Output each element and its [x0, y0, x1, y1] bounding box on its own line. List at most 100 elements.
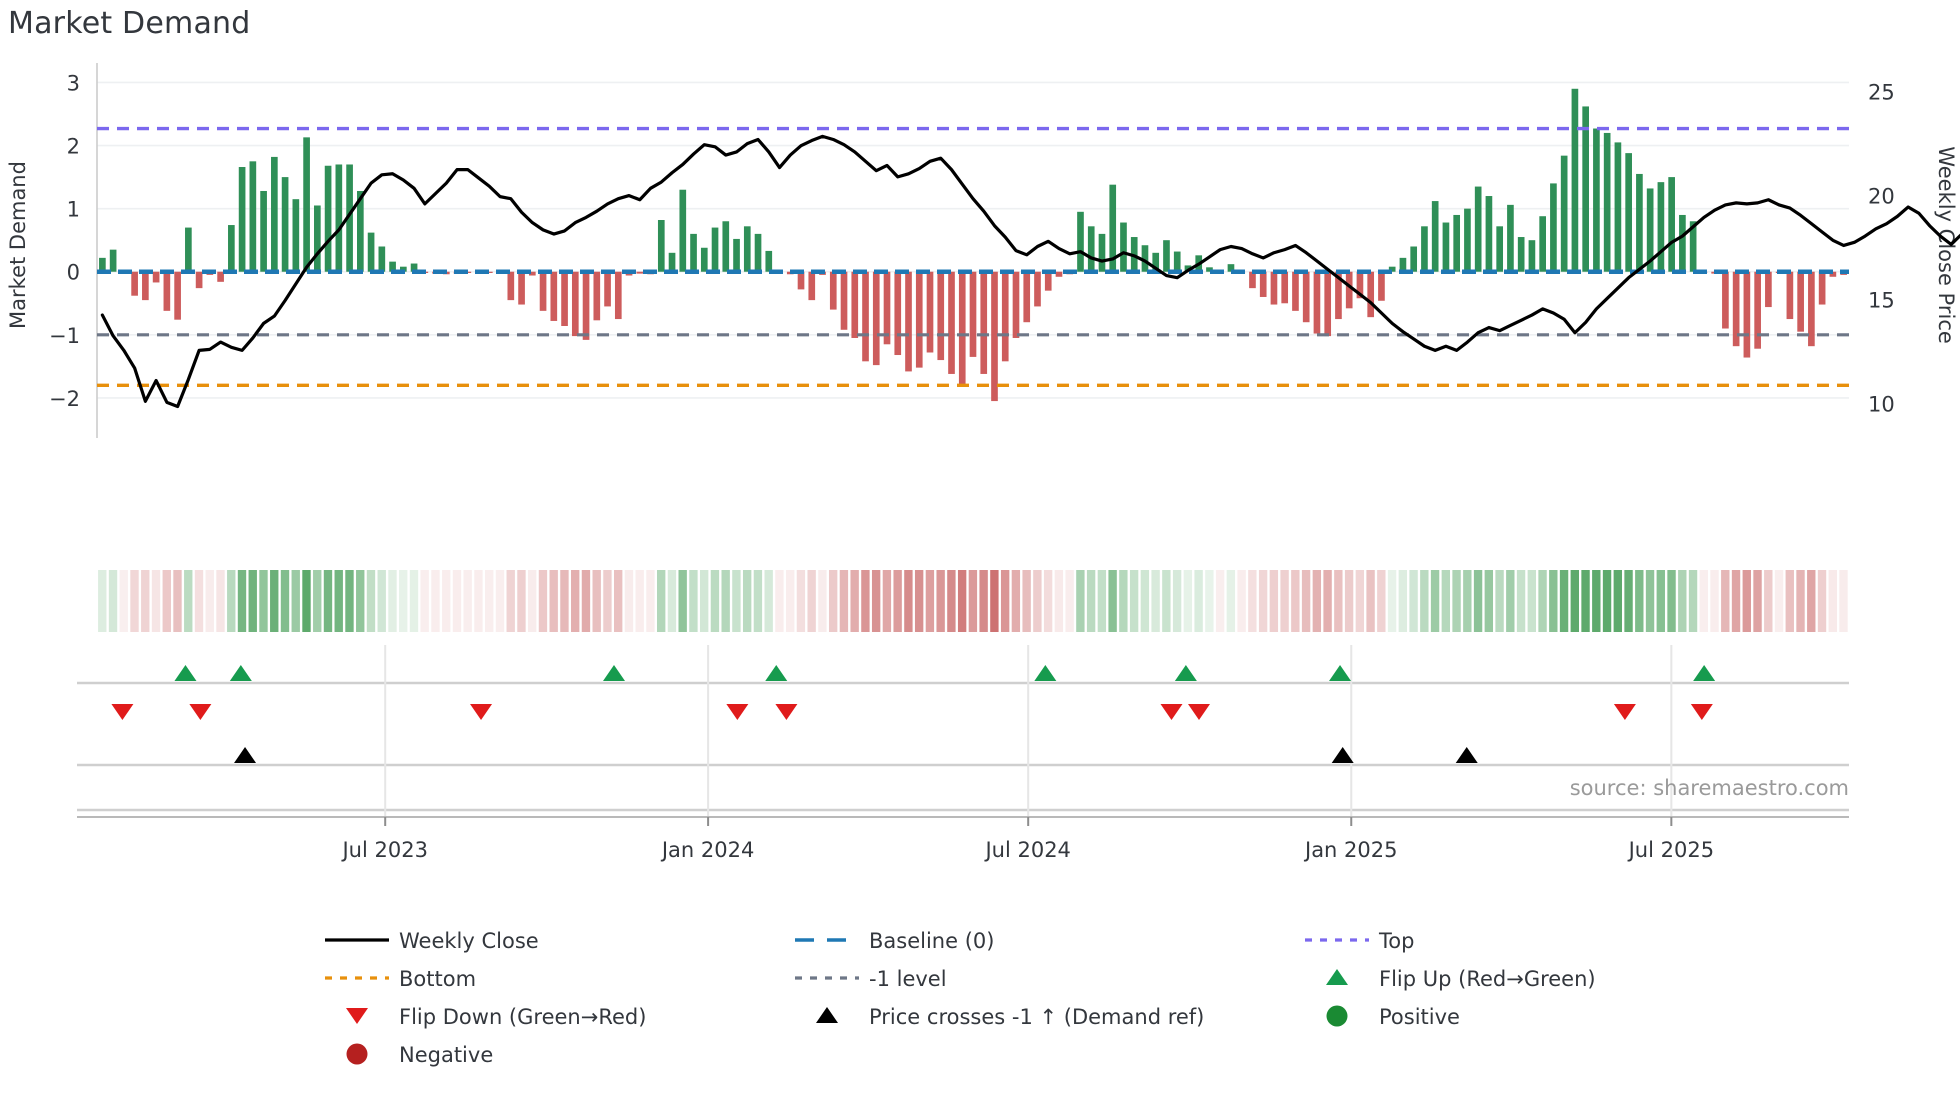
heatmap-cell: [98, 570, 107, 632]
flip-down-marker[interactable]: [111, 704, 134, 720]
flip-up-marker[interactable]: [603, 665, 626, 681]
flip-up-marker[interactable]: [1034, 665, 1057, 681]
heatmap-cell: [1785, 570, 1794, 632]
heatmap-cell: [151, 570, 161, 632]
demand-bar: [1453, 214, 1461, 272]
heatmap-cell: [356, 570, 365, 632]
y-axis-right-tick-label: 10: [1868, 392, 1895, 416]
legend-label: Flip Up (Red→Green): [1379, 967, 1596, 991]
heatmap-cell: [1667, 570, 1676, 632]
heatmap-cell: [420, 570, 429, 632]
demand-bar: [905, 271, 912, 372]
heatmap-cell: [1269, 570, 1279, 632]
price-cross-up-marker[interactable]: [234, 747, 257, 763]
heatmap-cell: [1559, 570, 1569, 632]
flip-up-marker[interactable]: [765, 665, 788, 681]
demand-bar: [1765, 271, 1772, 308]
flip-down-marker[interactable]: [189, 704, 212, 720]
legend-triangle-down-icon: [346, 1008, 368, 1024]
y-axis-left-tick-label: −2: [49, 387, 80, 411]
heatmap-cell: [227, 570, 236, 632]
demand-bar: [808, 271, 816, 301]
heatmap-cell: [1495, 570, 1504, 632]
demand-bar: [550, 271, 558, 321]
demand-bar: [872, 271, 880, 366]
heatmap-cell: [388, 570, 397, 632]
demand-bar: [1829, 271, 1837, 277]
heatmap-cell: [1043, 570, 1053, 632]
flip-down-marker[interactable]: [726, 704, 749, 720]
heatmap-cell: [216, 570, 225, 632]
demand-bar: [722, 221, 730, 272]
legend-item[interactable]: Negative: [346, 1043, 494, 1067]
heatmap-cell: [1430, 570, 1440, 632]
heatmap-cell: [1613, 570, 1622, 632]
price-cross-up-marker[interactable]: [1455, 747, 1478, 763]
legend-item[interactable]: Top: [1305, 929, 1414, 953]
flip-down-marker[interactable]: [1613, 704, 1636, 720]
flip-up-marker[interactable]: [1693, 665, 1716, 681]
legend-item[interactable]: Positive: [1326, 1005, 1460, 1029]
heatmap-cell: [1441, 570, 1451, 632]
heatmap-cell: [1592, 570, 1601, 632]
demand-bar: [926, 271, 934, 353]
heatmap-cell: [571, 570, 580, 632]
heatmap-cell: [495, 570, 505, 632]
flip-down-marker[interactable]: [1690, 704, 1713, 720]
demand-bar: [797, 271, 805, 290]
demand-bar: [1421, 226, 1428, 272]
flip-up-marker[interactable]: [1329, 665, 1352, 681]
demand-bar: [1754, 271, 1761, 349]
heatmap-cell: [1678, 570, 1687, 632]
demand-bar: [1507, 204, 1514, 272]
flip-up-marker[interactable]: [229, 665, 252, 681]
heatmap-cell: [1237, 570, 1246, 632]
heatmap-cell: [1226, 570, 1236, 632]
demand-bar: [1163, 240, 1170, 272]
heatmap-cell: [1065, 570, 1074, 632]
demand-bar: [1582, 106, 1589, 272]
legend-item[interactable]: Flip Down (Green→Red): [346, 1005, 646, 1029]
heatmap-cell: [1570, 570, 1579, 632]
flip-down-marker[interactable]: [470, 704, 493, 720]
price-cross-up-marker[interactable]: [1331, 747, 1354, 763]
legend-item[interactable]: Weekly Close: [325, 929, 539, 953]
demand-bar: [1302, 271, 1310, 323]
heatmap-cell: [560, 570, 569, 632]
heatmap-cell: [678, 570, 687, 632]
demand-bar: [1120, 222, 1127, 272]
heatmap-cell: [775, 570, 784, 632]
legend-label: Top: [1378, 929, 1414, 953]
heatmap-cell: [1033, 570, 1042, 632]
demand-bar: [1098, 233, 1106, 272]
demand-bar: [754, 233, 762, 272]
demand-bar: [1259, 271, 1267, 297]
flip-up-marker[interactable]: [1174, 665, 1197, 681]
heatmap-cell: [280, 570, 290, 632]
heatmap-cell: [528, 570, 537, 632]
heatmap-cell: [1828, 570, 1837, 632]
demand-bar: [1614, 142, 1622, 272]
legend-item[interactable]: -1 level: [795, 967, 947, 991]
heatmap-cell: [968, 570, 978, 632]
heatmap-cell: [1807, 570, 1816, 632]
flip-down-marker[interactable]: [775, 704, 798, 720]
demand-bar: [335, 164, 343, 272]
legend-item[interactable]: Flip Up (Red→Green): [1326, 967, 1596, 991]
heatmap-cell: [828, 570, 838, 632]
heatmap-cell: [1473, 570, 1483, 632]
heatmap-cell: [1312, 570, 1322, 632]
demand-bar: [163, 271, 171, 311]
legend-item[interactable]: Price crosses -1 ↑ (Demand ref): [816, 1005, 1204, 1029]
demand-bar: [346, 164, 353, 272]
legend-item[interactable]: Baseline (0): [795, 929, 994, 953]
demand-bar: [1356, 271, 1364, 299]
weekly-close-line: [100, 134, 1960, 409]
flip-up-marker[interactable]: [174, 665, 197, 681]
flip-down-marker[interactable]: [1188, 704, 1211, 720]
heatmap-cell: [646, 570, 655, 632]
heatmap-cell: [184, 570, 193, 632]
flip-down-marker[interactable]: [1160, 704, 1183, 720]
legend-item[interactable]: Bottom: [325, 967, 476, 991]
